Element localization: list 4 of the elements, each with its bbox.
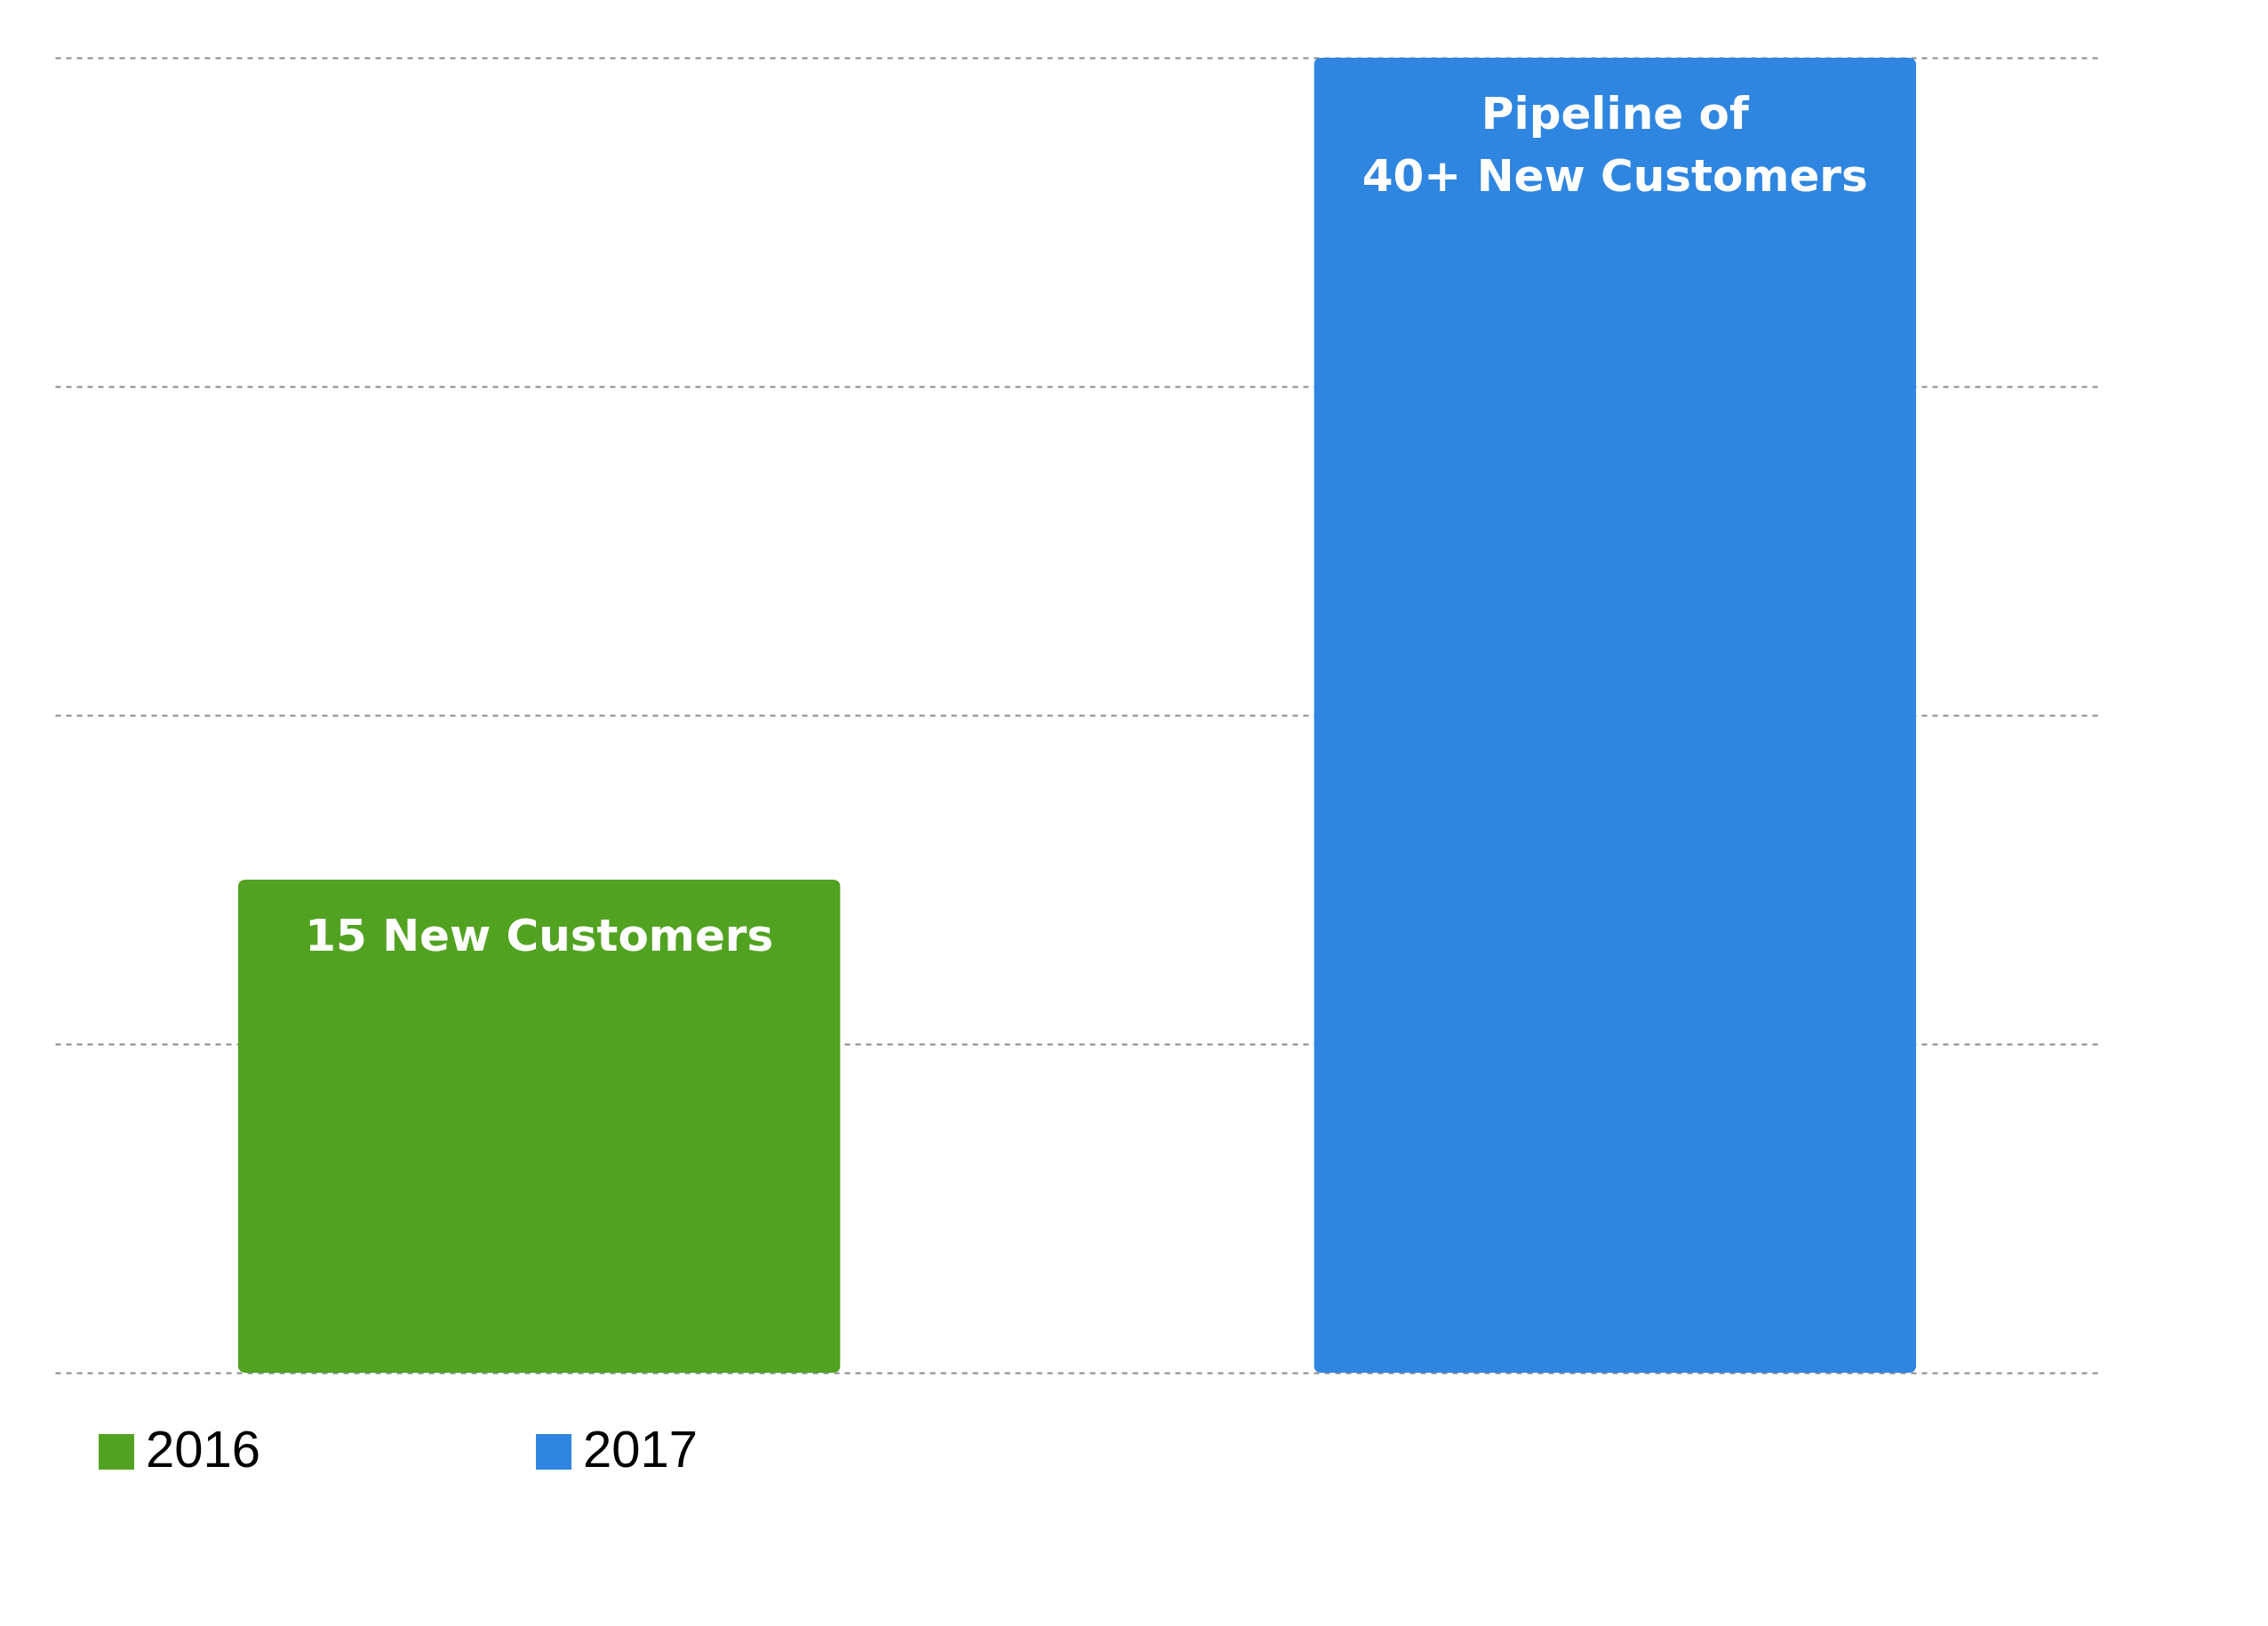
data-label: Pipeline of 40+ New Customers xyxy=(1362,88,1868,202)
legend-label: 2017 xyxy=(583,1420,699,1478)
data-label: 15 New Customers xyxy=(305,910,774,961)
legend-label: 2016 xyxy=(146,1420,261,1478)
